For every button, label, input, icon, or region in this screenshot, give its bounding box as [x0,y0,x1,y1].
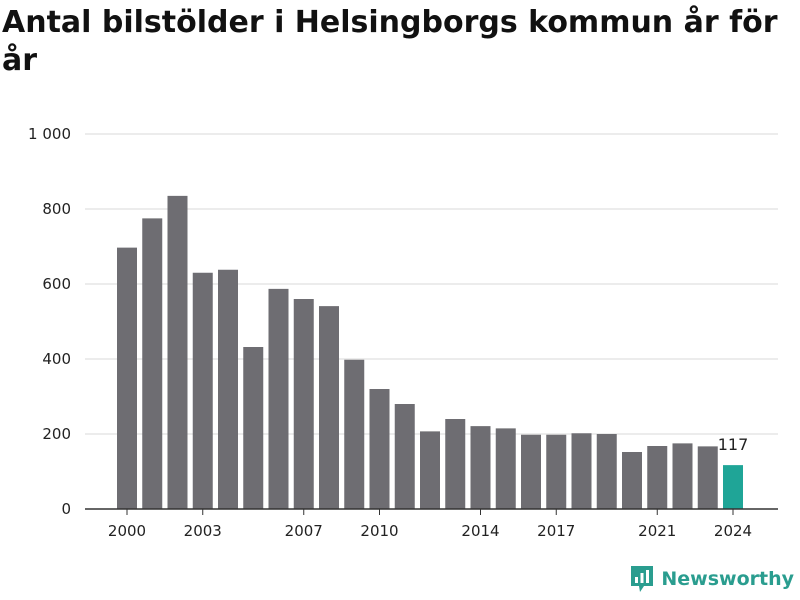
bar-chart-pin-icon [631,566,654,592]
x-tick-label: 2014 [461,522,499,540]
x-tick-label: 2003 [184,522,222,540]
bar-2013 [445,419,466,509]
gridlines [85,133,778,435]
x-tick-label: 2010 [360,522,398,540]
y-tick-label: 0 [61,500,71,518]
bar-2022 [672,443,693,509]
bar-2017 [546,434,567,509]
labels: 0 200 400 600 800 1 000 117 2000 2003 2007 2010 201… [28,125,752,540]
bar-2000 [117,247,137,509]
x-tick-label: 2000 [108,522,146,540]
bar-2010 [369,389,390,509]
y-tick-label: 1 000 [28,125,71,143]
x-tick-label: 2024 [714,522,752,540]
bar-2012 [420,431,440,509]
brand-name: Newsworthy [661,568,794,590]
newsworthy-logo: Newsworthy [629,564,794,594]
bars [117,195,743,509]
bar-2009 [344,359,365,509]
bar-2020 [622,452,642,509]
bar-2001 [142,218,163,509]
chart-title: Antal bilstölder i Helsingborgs kommun å… [2,5,778,78]
y-tick-label: 200 [42,425,71,443]
bar-2023 [697,446,718,509]
bar-2008 [319,306,339,509]
y-tick-label: 800 [42,200,71,218]
x-tick-label: 2007 [285,522,323,540]
bar-2016 [521,434,541,509]
bar-2011 [394,404,415,509]
bar-2018 [571,433,592,509]
bar-2002 [167,195,188,509]
y-tick-label: 400 [42,350,71,368]
y-tick-label: 600 [42,275,71,293]
bar-2005 [243,347,264,509]
bar-2021 [647,446,668,509]
axes [85,508,778,515]
x-tick-label: 2021 [638,522,676,540]
bar-2006 [268,288,289,509]
bar-2007 [293,299,314,509]
bar-2024 [723,465,743,509]
x-tick-label: 2017 [537,522,575,540]
bar-2015 [495,428,516,509]
bar-2003 [192,272,213,509]
data-label-2024: 117 [718,435,749,454]
bar-2019 [596,434,617,509]
bar-2014 [470,426,491,509]
bar-2004 [218,269,238,509]
